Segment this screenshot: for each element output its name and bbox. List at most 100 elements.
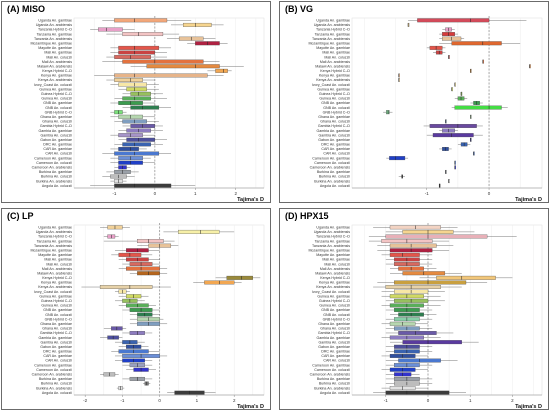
category-label: Guinea An. gambiae bbox=[39, 294, 72, 298]
category-label: Mali An. gambiae bbox=[44, 51, 72, 55]
category-label: Burkina An. gambiae bbox=[39, 170, 72, 174]
category-label: Malawi An. arabiensis bbox=[37, 64, 72, 68]
box bbox=[389, 252, 420, 257]
category-label: Uganda An. arabiensis bbox=[36, 230, 72, 234]
x-tick-label: 0 bbox=[427, 398, 430, 403]
category-label: Guinea An. coluzzii bbox=[41, 304, 72, 308]
category-label: Tanzania An. gambiae bbox=[37, 32, 72, 36]
category-label: Ghana An. coluzzii bbox=[320, 120, 350, 124]
box bbox=[385, 285, 441, 289]
category-label: GNB Hybrid C–D bbox=[45, 110, 73, 114]
box bbox=[130, 91, 151, 96]
category-label: Ghana An. gambiae bbox=[318, 322, 350, 326]
category-label: Kenya An. arabiensis bbox=[316, 285, 350, 289]
category-label: CAR An. coluzzii bbox=[323, 152, 350, 156]
category-label: CAR An. coluzzii bbox=[323, 359, 350, 363]
category-label: Cameroon An. arabiensis bbox=[32, 166, 73, 170]
category-label: Tanzania An. arabiensis bbox=[312, 37, 350, 41]
category-label: Burkina An. coluzzii bbox=[41, 382, 72, 386]
category-label: Ivory_Coast An. coluzzii bbox=[312, 83, 350, 87]
box bbox=[118, 147, 139, 151]
box bbox=[454, 105, 502, 110]
category-label: GNB Hybrid C–D bbox=[323, 110, 351, 114]
category-label: Malawi An. arabiensis bbox=[37, 271, 72, 275]
x-tick-label: 0 bbox=[154, 191, 157, 196]
category-label: GNB Hybrid C–D bbox=[323, 317, 351, 321]
category-label: Tanzania An. gambiae bbox=[315, 32, 350, 36]
x-tick-label: -1 bbox=[120, 398, 124, 403]
plot-area bbox=[351, 17, 543, 189]
category-label: Burkina An. arabiensis bbox=[36, 386, 72, 390]
x-tick-label: 0 bbox=[488, 191, 491, 196]
category-label: GNB An. gambiae bbox=[43, 101, 72, 105]
category-label: Kenya An. arabiensis bbox=[38, 78, 72, 82]
category-label: Guinea An. gambiae bbox=[39, 87, 72, 91]
x-tick-label: 0 bbox=[158, 398, 161, 403]
category-label: Cameroon An. gambiae bbox=[312, 156, 350, 160]
category-label: Mali An. coluzzii bbox=[46, 262, 72, 266]
category-label: Mozambique An. gambiae bbox=[308, 41, 350, 45]
category-label: Burkina An. coluzzii bbox=[319, 175, 350, 179]
category-label: Guinea An. coluzzii bbox=[319, 97, 350, 101]
category-label: Uganda An. arabiensis bbox=[314, 23, 350, 27]
category-label: Gabon An. gambiae bbox=[318, 138, 350, 142]
category-label: Mozambique An. gambiae bbox=[30, 41, 72, 45]
category-label: Kenya An. arabiensis bbox=[38, 285, 72, 289]
panel-title: (D) HPX15 bbox=[285, 211, 329, 221]
category-label: Gambia An. coluzzii bbox=[318, 133, 350, 137]
box bbox=[386, 110, 390, 115]
category-label: Mali An. gambiae bbox=[44, 258, 72, 262]
box bbox=[385, 234, 488, 239]
panel-title: (B) VG bbox=[285, 4, 313, 14]
box bbox=[114, 18, 168, 23]
box bbox=[122, 142, 151, 147]
box bbox=[118, 45, 160, 50]
x-tick-label: 1 bbox=[194, 191, 197, 196]
category-label: Cameroon An. coluzzii bbox=[36, 161, 72, 165]
category-label: Gabon An. gambiae bbox=[40, 345, 72, 349]
x-tick-label: -2 bbox=[83, 398, 87, 403]
category-label: Uganda An. arabiensis bbox=[36, 23, 72, 27]
x-axis-label: Tajima's D bbox=[515, 404, 542, 410]
box bbox=[122, 32, 164, 37]
box bbox=[118, 82, 147, 87]
category-label: Gambia An. gambiae bbox=[38, 336, 72, 340]
panel-title: (A) MISO bbox=[7, 4, 45, 14]
category-label: Ivory_Coast An. coluzzii bbox=[34, 83, 72, 87]
category-label: Angola An. coluzzii bbox=[42, 184, 72, 188]
category-label: Cameroon An. arabiensis bbox=[32, 373, 73, 377]
category-label: CAR An. gambiae bbox=[43, 354, 72, 358]
category-label: Mali An. arabiensis bbox=[320, 60, 350, 64]
category-label: Mozambique An. gambiae bbox=[308, 248, 350, 252]
category-label: Cameroon An. gambiae bbox=[34, 156, 72, 160]
category-label: DRC An. gambiae bbox=[43, 350, 72, 354]
category-label: Mali An. gambiae bbox=[322, 258, 350, 262]
category-label: Mali An. coluzzii bbox=[46, 55, 72, 59]
category-label: Gambia An. coluzzii bbox=[318, 340, 350, 344]
category-label: DRC An. gambiae bbox=[321, 350, 350, 354]
box bbox=[146, 64, 220, 69]
category-label: Guinea An. coluzzii bbox=[41, 97, 72, 101]
x-tick-label: 2 bbox=[511, 398, 514, 403]
category-label: Kenya Hybrid C–D bbox=[42, 69, 72, 73]
category-label: Tanzania Hybrid C–D bbox=[38, 28, 72, 32]
category-label: Uganda An. gambiae bbox=[316, 225, 350, 229]
category-label: Gambia Hybrid C–D bbox=[40, 331, 73, 335]
category-label: Burkina An. gambiae bbox=[39, 377, 72, 381]
category-label: Cameroon An. coluzzii bbox=[314, 368, 350, 372]
category-label: Kenya An. gambiae bbox=[41, 281, 72, 285]
category-label: Gabon An. gambiae bbox=[40, 138, 72, 142]
category-label: Kenya Hybrid C–D bbox=[320, 69, 350, 73]
category-label: Mali An. coluzzii bbox=[324, 55, 350, 59]
box bbox=[126, 87, 147, 92]
category-label: Ghana An. coluzzii bbox=[42, 327, 72, 331]
category-label: GNB An. coluzzii bbox=[323, 106, 350, 110]
category-label: Cameroon An. gambiae bbox=[34, 363, 72, 367]
x-tick-label: -1 bbox=[112, 191, 116, 196]
category-label: Gambia Hybrid C–D bbox=[40, 124, 73, 128]
category-label: Kenya An. gambiae bbox=[41, 74, 72, 78]
category-label: Mali An. coluzzii bbox=[324, 262, 350, 266]
x-tick-label: 2 bbox=[233, 398, 236, 403]
panel-title: (C) LP bbox=[7, 211, 34, 221]
